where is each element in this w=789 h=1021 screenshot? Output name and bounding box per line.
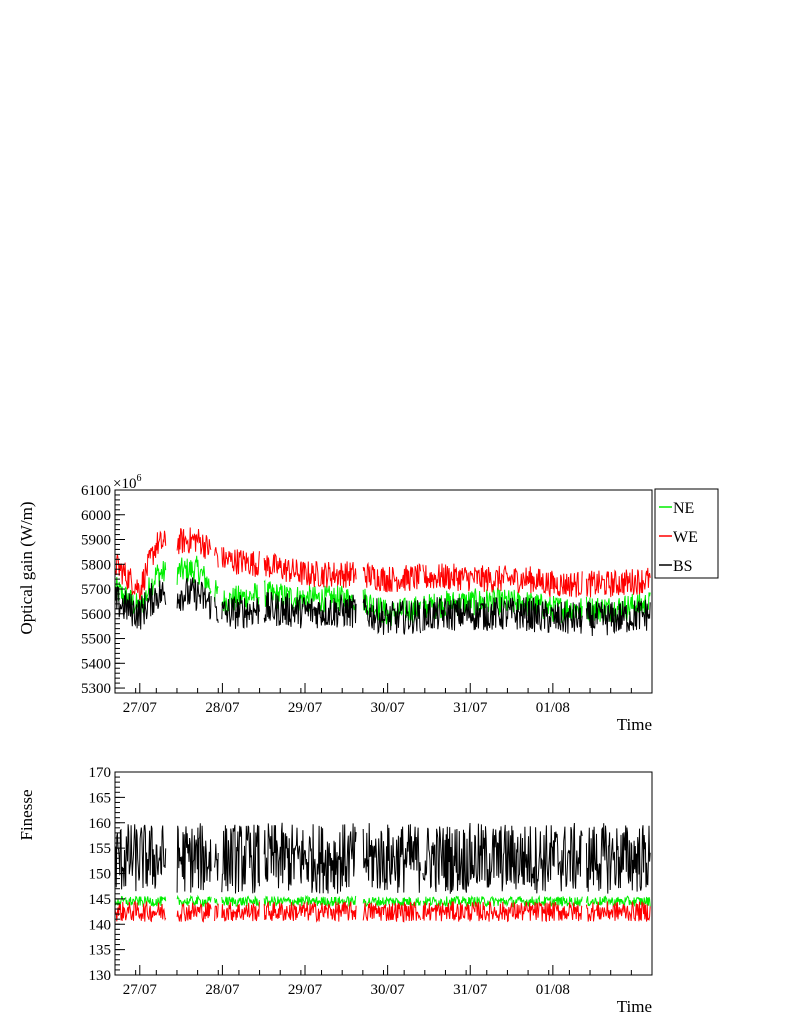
- legend-box: [654, 488, 719, 579]
- legend-label-we: WE: [673, 529, 698, 546]
- y-tick-label: 135: [89, 943, 112, 959]
- x-tick-label: 01/08: [536, 700, 570, 716]
- y-tick-label: 140: [89, 917, 112, 933]
- finesse-xlabel: Time: [617, 997, 652, 1016]
- x-tick-label: 29/07: [288, 700, 323, 716]
- x-tick-label: 01/08: [536, 982, 570, 998]
- y-tick-label: 5600: [81, 607, 111, 623]
- y-tick-label: 5900: [81, 533, 111, 549]
- x-tick-label: 31/07: [453, 700, 488, 716]
- x-tick-label: 31/07: [453, 982, 488, 998]
- series-line-bs: [115, 822, 651, 894]
- x-tick-label: 27/07: [123, 982, 158, 998]
- y-tick-label: 160: [89, 816, 112, 832]
- y-tick-label: 155: [89, 841, 112, 857]
- y-multiplier: ×106: [113, 473, 141, 492]
- x-tick-label: 30/07: [371, 700, 406, 716]
- optical-gain-axes: 5300 5400 5500 5600 5700 5800 5900 6000 6100 27/0…: [81, 483, 653, 716]
- y-tick-label: 6100: [81, 483, 111, 499]
- y-tick-label: 145: [89, 892, 112, 908]
- y-tick-label: 6000: [81, 508, 111, 524]
- y-tick-label: 5500: [81, 632, 111, 648]
- series-line-bs: [115, 577, 651, 637]
- finesse-panel: Finesse 130 135 140 145 150 155 160 165 170 27/07…: [17, 765, 653, 1016]
- y-tick-label: 5400: [81, 656, 111, 672]
- optical-gain-xlabel: Time: [617, 715, 652, 734]
- optical-gain-ylabel: Optical gain (W/m): [17, 501, 36, 634]
- finesse-ylabel: Finesse: [17, 790, 36, 841]
- y-tick-label: 170: [89, 765, 112, 781]
- x-tick-label: 28/07: [205, 982, 240, 998]
- finesse-series: [115, 822, 651, 923]
- y-tick-label: 165: [89, 790, 112, 806]
- legend: NE WE BS: [654, 488, 719, 579]
- optical-gain-panel: Optical gain (W/m) ×106 5300 5400 5500 5600…: [17, 473, 719, 734]
- optical-gain-series: [115, 527, 651, 637]
- x-tick-label: 30/07: [371, 982, 406, 998]
- y-tick-label: 5700: [81, 582, 111, 598]
- legend-label-bs: BS: [673, 558, 693, 575]
- y-tick-label: 130: [89, 968, 112, 984]
- series-line-we: [115, 527, 651, 601]
- series-line-we: [115, 900, 651, 923]
- y-tick-label: 5800: [81, 557, 111, 573]
- legend-label-ne: NE: [673, 500, 694, 517]
- y-tick-label: 150: [89, 867, 112, 883]
- x-tick-label: 29/07: [288, 982, 323, 998]
- x-tick-label: 28/07: [205, 700, 240, 716]
- y-tick-label: 5300: [81, 681, 111, 697]
- x-tick-label: 27/07: [123, 700, 158, 716]
- finesse-axes: 130 135 140 145 150 155 160 165 170 27/07 28/07 29/…: [89, 765, 653, 998]
